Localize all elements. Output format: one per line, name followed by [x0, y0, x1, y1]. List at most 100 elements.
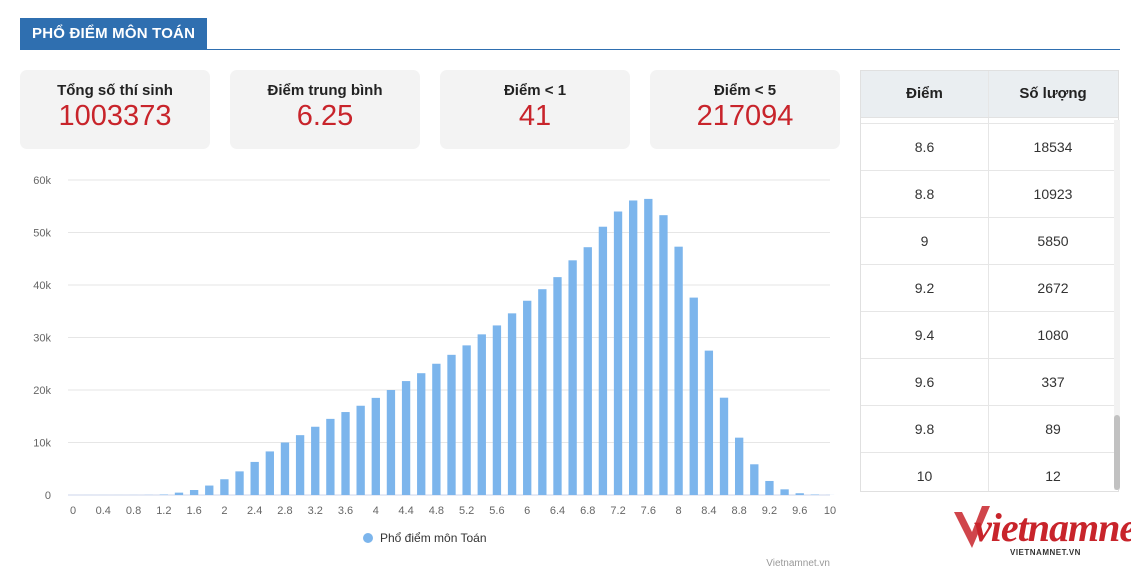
- table-row: 8.6 18534: [861, 124, 1118, 171]
- x-tick-label: 8: [676, 505, 682, 517]
- bar: [401, 381, 411, 495]
- bar: [689, 297, 698, 495]
- bar: [583, 247, 592, 495]
- bar: [523, 300, 532, 495]
- x-tick-label: 2.8: [277, 505, 292, 517]
- vietnamnet-logo: vietnamnet VIETNAMNET.VN: [952, 500, 1131, 562]
- score-cell: 8.6: [861, 124, 989, 170]
- bar: [220, 479, 229, 495]
- logo-subtext: VIETNAMNET.VN: [1010, 548, 1081, 557]
- x-tick-label: 8.4: [701, 505, 716, 517]
- score-cell: 10: [861, 453, 989, 491]
- x-tick-label: 3.2: [308, 505, 323, 517]
- table-scrollbar-thumb[interactable]: [1114, 415, 1120, 490]
- logo-wordmark: vietnamnet: [974, 505, 1131, 550]
- x-tick-label: 0.4: [96, 505, 111, 517]
- bar: [371, 397, 380, 495]
- bar: [613, 211, 623, 495]
- x-tick-label: 6.8: [580, 505, 595, 517]
- x-tick-label: 4.4: [398, 505, 413, 517]
- bar: [538, 289, 547, 495]
- bar: [659, 215, 668, 496]
- y-tick-label: 30k: [33, 333, 51, 345]
- x-tick-label: 4: [373, 505, 379, 517]
- logo-v-icon: [954, 506, 990, 548]
- bar: [704, 350, 714, 495]
- bar: [553, 277, 562, 495]
- table-header: Điểm Số lượng: [861, 71, 1118, 118]
- bar: [795, 493, 804, 495]
- stat-card-average-score: Điểm trung bình 6.25: [230, 70, 420, 149]
- x-tick-label: 7.2: [610, 505, 625, 517]
- x-tick-label: 5.6: [489, 505, 504, 517]
- stat-card-below-5: Điểm < 5 217094: [650, 70, 840, 149]
- stat-value: 41: [518, 100, 552, 132]
- bar: [750, 464, 759, 495]
- x-tick-label: 9.6: [792, 505, 807, 517]
- bar: [311, 426, 320, 495]
- bar: [674, 246, 683, 495]
- bar: [780, 489, 789, 495]
- x-tick-label: 6.4: [550, 505, 565, 517]
- score-cell: 8.8: [861, 171, 989, 217]
- x-tick-label: 10: [824, 505, 836, 517]
- score-cell: 9.2: [861, 265, 989, 311]
- table-scrollbar-track[interactable]: [1114, 120, 1120, 490]
- column-header-score: Điểm: [861, 71, 989, 117]
- bar: [507, 313, 517, 495]
- y-tick-label: 50k: [33, 228, 51, 240]
- stat-label: Điểm trung bình: [267, 82, 383, 99]
- bar: [174, 492, 184, 495]
- bar: [417, 373, 426, 495]
- stat-value: 1003373: [58, 100, 172, 132]
- x-tick-label: 1.2: [156, 505, 171, 517]
- bar: [598, 226, 608, 495]
- bar: [265, 451, 274, 495]
- bar: [462, 345, 471, 495]
- bar: [341, 412, 350, 495]
- y-tick-label: 10k: [33, 438, 51, 450]
- table-row: 9 5850: [861, 218, 1118, 265]
- bar: [386, 390, 396, 495]
- x-tick-label: 0.8: [126, 505, 141, 517]
- bar: [447, 354, 456, 495]
- table-row: 10 12: [861, 453, 1118, 491]
- bar: [644, 198, 653, 495]
- x-tick-label: 4.8: [429, 505, 444, 517]
- y-tick-label: 40k: [33, 280, 51, 292]
- x-tick-label: 5.2: [459, 505, 474, 517]
- bar: [205, 485, 214, 495]
- count-cell: 5850: [1037, 233, 1069, 249]
- bar: [295, 435, 305, 495]
- stat-label: Điểm < 1: [503, 82, 567, 99]
- bar: [326, 418, 335, 495]
- bar: [477, 334, 486, 495]
- bar: [765, 480, 774, 495]
- table-row: 9.2 2672: [861, 265, 1118, 312]
- bar: [734, 437, 744, 495]
- count-cell: 2672: [1037, 280, 1069, 296]
- stat-value: 6.25: [296, 100, 354, 132]
- legend-marker: [363, 533, 373, 543]
- bar: [280, 442, 290, 495]
- page-title: PHỔ ĐIỂM MÔN TOÁN: [20, 18, 208, 49]
- bar: [356, 405, 365, 495]
- section-header: PHỔ ĐIỂM MÔN TOÁN: [20, 18, 1120, 50]
- x-tick-label: 0: [70, 505, 76, 517]
- stat-label: Tổng số thí sinh: [57, 82, 173, 99]
- bar: [432, 363, 441, 495]
- count-cell: 337: [1041, 374, 1065, 390]
- x-tick-label: 3.6: [338, 505, 353, 517]
- count-cell: 18534: [1033, 139, 1073, 155]
- table-row: 9.6 337: [861, 359, 1118, 406]
- count-cell: 10923: [1033, 186, 1073, 202]
- x-tick-label: 6: [524, 505, 530, 517]
- y-tick-label: 20k: [33, 385, 51, 397]
- x-tick-label: 9.2: [762, 505, 777, 517]
- table-row: 9.4 1080: [861, 312, 1118, 359]
- score-distribution-chart: 0 10k 20k 30k 40k 50k 60k 0 0.4 0.8 1.2 1.6 2 2.4 2.8 3…: [33, 175, 836, 569]
- score-cell: 9.6: [861, 359, 989, 405]
- stat-value: 217094: [696, 100, 794, 132]
- table-row: 9.8 89: [861, 406, 1118, 453]
- stat-label: Điểm < 5: [713, 82, 777, 99]
